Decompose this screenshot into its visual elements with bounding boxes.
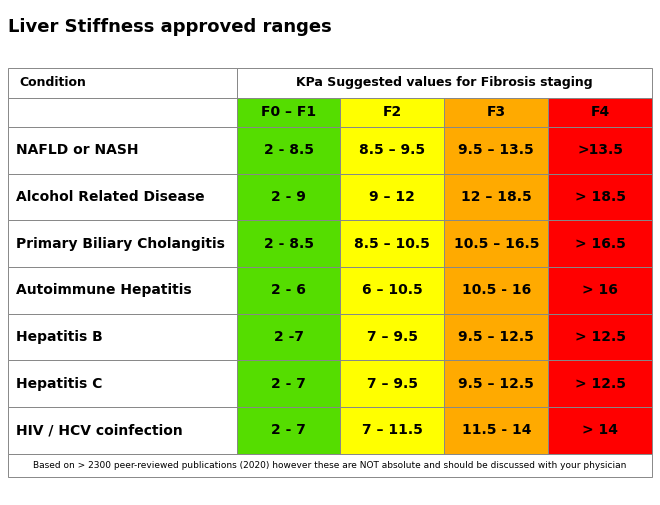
Bar [236,220,341,267]
Bar [444,314,548,360]
Bar [236,174,341,220]
Bar [236,127,341,174]
Text: > 16: > 16 [582,283,618,297]
Bar [444,220,548,267]
Bar [548,314,652,360]
Text: 8.5 – 10.5: 8.5 – 10.5 [354,237,430,250]
Text: 9.5 – 12.5: 9.5 – 12.5 [458,377,534,390]
Text: Hepatitis B: Hepatitis B [16,330,102,344]
Text: 7 – 11.5: 7 – 11.5 [362,423,423,437]
Bar [236,407,341,453]
Text: F0 – F1: F0 – F1 [261,106,316,119]
Bar [236,267,341,314]
Bar [8,314,236,360]
Bar [8,453,652,477]
Bar [341,360,444,407]
Bar [548,97,652,127]
Bar [8,127,236,174]
Text: 6 – 10.5: 6 – 10.5 [362,283,423,297]
Text: > 12.5: > 12.5 [575,330,626,344]
Bar [341,407,444,453]
Bar [8,407,236,453]
Text: Autoimmune Hepatitis: Autoimmune Hepatitis [16,283,191,297]
Text: 9.5 – 12.5: 9.5 – 12.5 [458,330,534,344]
Text: 2 - 8.5: 2 - 8.5 [263,237,314,250]
Bar [548,360,652,407]
Text: Primary Biliary Cholangitis: Primary Biliary Cholangitis [16,237,224,250]
Text: 2 - 8.5: 2 - 8.5 [263,143,314,158]
Text: > 14: > 14 [582,423,618,437]
Bar [444,407,548,453]
Text: 2 - 7: 2 - 7 [271,377,306,390]
Bar [341,97,444,127]
Bar [236,314,341,360]
Text: > 16.5: > 16.5 [575,237,626,250]
Bar [548,267,652,314]
Text: F4: F4 [591,106,610,119]
Text: 2 - 6: 2 - 6 [271,283,306,297]
Bar [444,127,548,174]
Bar [8,267,236,314]
Text: Condition: Condition [19,76,86,89]
Text: 9 – 12: 9 – 12 [370,190,415,204]
Text: HIV / HCV coinfection: HIV / HCV coinfection [16,423,183,437]
Bar [236,68,652,97]
Text: 10.5 - 16: 10.5 - 16 [461,283,531,297]
Bar [444,174,548,220]
Text: 10.5 – 16.5: 10.5 – 16.5 [453,237,539,250]
Bar [8,68,236,97]
Text: Liver Stiffness approved ranges: Liver Stiffness approved ranges [8,18,332,36]
Bar [548,127,652,174]
Text: NAFLD or NASH: NAFLD or NASH [16,143,139,158]
Bar [341,174,444,220]
Bar [8,97,236,127]
Text: 2 - 7: 2 - 7 [271,423,306,437]
Bar [236,360,341,407]
Text: > 12.5: > 12.5 [575,377,626,390]
Bar [548,174,652,220]
Bar [236,97,341,127]
Bar [341,314,444,360]
Text: >13.5: >13.5 [577,143,623,158]
Text: Hepatitis C: Hepatitis C [16,377,102,390]
Bar [444,97,548,127]
Text: > 18.5: > 18.5 [575,190,626,204]
Text: 2 -7: 2 -7 [273,330,304,344]
Bar [8,360,236,407]
Bar [8,220,236,267]
Text: 7 – 9.5: 7 – 9.5 [367,330,418,344]
Bar [548,220,652,267]
Text: F3: F3 [486,106,506,119]
Text: KPa Suggested values for Fibrosis staging: KPa Suggested values for Fibrosis stagin… [296,76,593,89]
Text: 9.5 – 13.5: 9.5 – 13.5 [459,143,534,158]
Text: F2: F2 [383,106,402,119]
Text: 2 - 9: 2 - 9 [271,190,306,204]
Bar [341,127,444,174]
Text: Alcohol Related Disease: Alcohol Related Disease [16,190,205,204]
Bar [341,220,444,267]
Text: 7 – 9.5: 7 – 9.5 [367,377,418,390]
Text: 8.5 – 9.5: 8.5 – 9.5 [359,143,426,158]
Bar [548,407,652,453]
Bar [444,267,548,314]
Text: 12 – 18.5: 12 – 18.5 [461,190,532,204]
Bar [8,174,236,220]
Bar [444,360,548,407]
Text: 11.5 - 14: 11.5 - 14 [461,423,531,437]
Text: Based on > 2300 peer-reviewed publications (2020) however these are NOT absolute: Based on > 2300 peer-reviewed publicatio… [33,461,627,470]
Bar [341,267,444,314]
